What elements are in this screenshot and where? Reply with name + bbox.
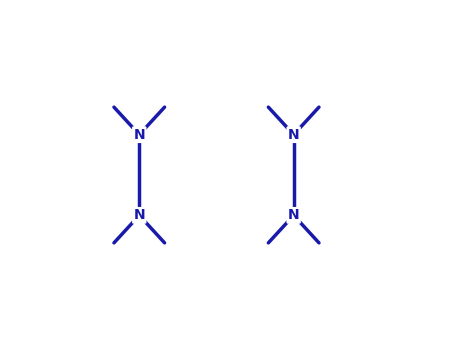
- Text: N: N: [288, 208, 299, 222]
- Text: N: N: [133, 208, 145, 222]
- Text: N: N: [288, 128, 299, 142]
- Text: N: N: [133, 128, 145, 142]
